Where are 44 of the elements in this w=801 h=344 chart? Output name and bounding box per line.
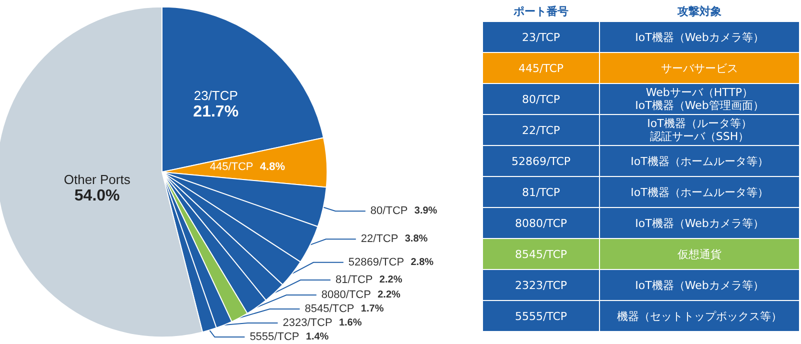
slice-label: 2323/TCP — [282, 317, 332, 329]
data-label: 54.0% — [74, 188, 120, 205]
text: Webサーバ（HTTP）IoT機器（Web管理画面） — [600, 84, 799, 114]
data-label: 3.9% — [414, 206, 438, 217]
text: IoT機器（ホームルータ等） — [600, 177, 799, 207]
data-label: 2.2% — [378, 290, 401, 300]
category-label: 80/TCP — [522, 92, 560, 106]
category-label: 23/TCP — [522, 30, 560, 44]
slice-label: 8080/TCP — [321, 289, 371, 301]
category-label: 22/TCP — [522, 124, 560, 136]
text: 攻撃対象 — [676, 4, 722, 20]
data-label: 21.7% — [193, 104, 239, 121]
slice-label: 52869/TCP — [348, 256, 404, 268]
slice-label: 5555/TCP — [250, 331, 300, 343]
data-label: 1.4% — [306, 332, 329, 342]
data-label: 1.6% — [338, 318, 362, 328]
slice-label: 22/TCP — [360, 233, 398, 246]
text: 仮想通貨 — [600, 239, 799, 269]
category-label: 8545/TCP — [514, 248, 568, 260]
slice-label: Other Ports — [64, 172, 131, 188]
text: IoT機器（ルータ等）認証サーバ（SSH） — [600, 115, 799, 145]
text: ポート番号 — [512, 4, 570, 20]
data-label: 2.2% — [379, 274, 402, 286]
category-label: 5555/TCP — [514, 310, 568, 322]
text: IoT機器（Webカメラ等） — [600, 22, 799, 52]
slice-label: 23/TCP — [194, 88, 238, 104]
slice-label: 80/TCP — [370, 205, 408, 218]
category-label: 2323/TCP — [514, 278, 568, 292]
text: サーバサービス — [600, 53, 799, 83]
text: 機器（セットトップボックス等） — [600, 301, 799, 331]
category-label: 81/TCP — [522, 186, 560, 198]
data-label: 3.8% — [404, 234, 428, 245]
text: IoT機器（Webカメラ等） — [600, 208, 799, 238]
slice-label: 445/TCP — [210, 161, 254, 174]
data-label: 2.8% — [410, 256, 434, 268]
text: IoT機器（ホームルータ等） — [600, 146, 799, 176]
data-label: 1.7% — [360, 304, 384, 314]
slice-label: 81/TCP — [335, 274, 373, 286]
category-label: 52869/TCP — [511, 154, 571, 168]
category-label: 8080/TCP — [514, 216, 568, 230]
data-label: 4.8% — [260, 161, 286, 174]
text: IoT機器（Webカメラ等） — [600, 270, 799, 300]
category-label: 445/TCP — [518, 62, 564, 74]
slice-label: 8545/TCP — [304, 303, 354, 315]
